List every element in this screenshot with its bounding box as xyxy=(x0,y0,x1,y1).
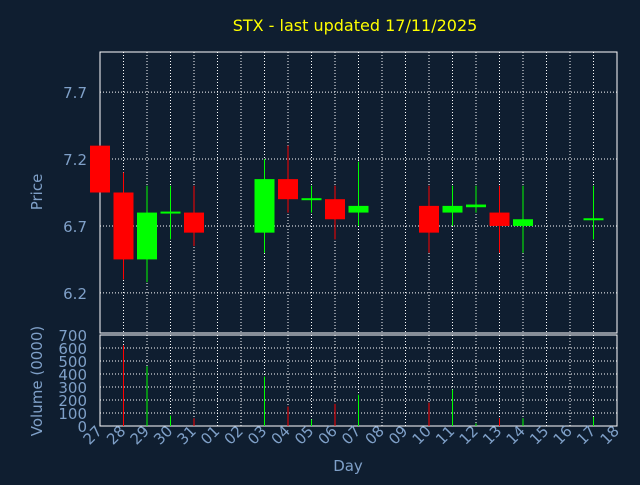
volume-tick-label: 600 xyxy=(58,340,87,358)
volume-tick-label: 500 xyxy=(58,353,87,371)
candle-body xyxy=(254,179,275,233)
candle-body xyxy=(160,211,181,214)
price-tick-label: 6.7 xyxy=(63,218,87,236)
candle-body xyxy=(301,198,322,201)
candle-body xyxy=(90,145,110,193)
x-axis-label: Day xyxy=(333,457,363,475)
candle-body xyxy=(137,212,157,260)
candle-body xyxy=(489,212,510,226)
candle-body xyxy=(419,205,439,233)
candle-body xyxy=(278,179,298,200)
candles-layer xyxy=(90,145,604,283)
volume-bars-layer xyxy=(123,345,594,426)
volume-tick-label: 700 xyxy=(58,327,87,345)
volume-tick-label: 0 xyxy=(77,418,87,436)
candle-body xyxy=(466,204,486,208)
x-tick-labels: 2728293031010203040506070809101112131415… xyxy=(80,422,623,448)
candle-body xyxy=(184,212,204,233)
price-axis-label: Price xyxy=(28,174,46,211)
candle-body xyxy=(348,205,369,213)
price-tick-label: 7.7 xyxy=(63,84,87,102)
volume-tick-label: 300 xyxy=(58,379,87,397)
price-tick-label: 7.2 xyxy=(63,151,87,169)
volume-axis-label: Volume (0000) xyxy=(28,326,46,436)
candle-body xyxy=(583,218,604,221)
candle-body xyxy=(513,219,533,226)
volume-tick-label: 200 xyxy=(58,392,87,410)
candle-body xyxy=(325,199,345,220)
candle-body xyxy=(442,205,463,213)
volume-tick-label: 100 xyxy=(58,405,87,423)
price-tick-label: 6.2 xyxy=(63,285,87,303)
volume-tick-label: 400 xyxy=(58,366,87,384)
candle-body xyxy=(113,192,134,260)
chart-title: STX - last updated 17/11/2025 xyxy=(233,16,478,35)
